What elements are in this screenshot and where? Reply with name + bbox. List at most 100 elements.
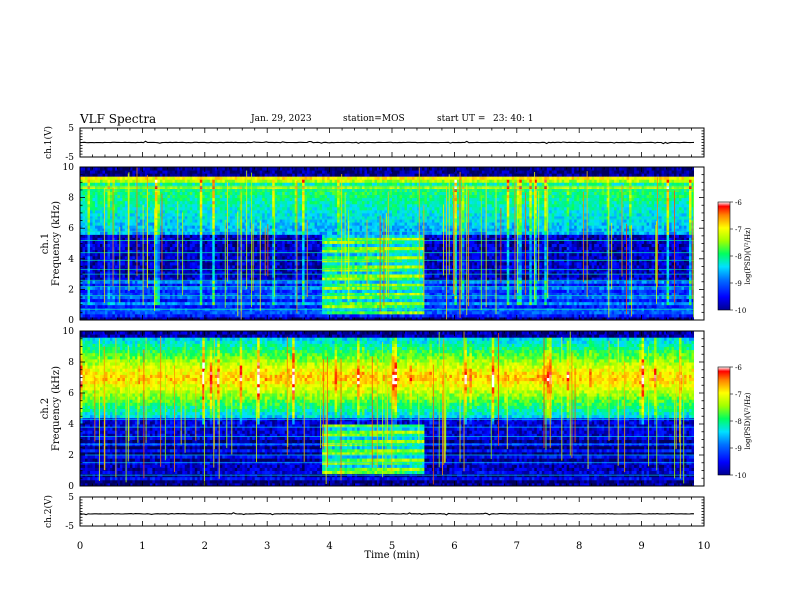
spectrogram-cell: [124, 298, 128, 303]
spectrogram-cell: [299, 298, 303, 303]
spectrogram-cell: [82, 197, 86, 202]
spectrogram-cell: [192, 243, 196, 248]
spectrogram-cell: [124, 313, 128, 318]
spectrogram-cell: [184, 197, 188, 202]
spectrogram-cell: [277, 261, 281, 266]
spectrogram-cell: [264, 252, 268, 257]
spectrogram-cell: [162, 231, 166, 235]
spectrogram-cell: [149, 301, 153, 306]
spectrogram-cell: [229, 289, 233, 293]
spectrogram-cell: [242, 295, 246, 300]
spectrogram-cell: [294, 304, 298, 309]
spectrogram-cell: [92, 316, 96, 320]
spectrogram-cell: [110, 289, 113, 293]
spectrogram-cell: [262, 173, 266, 177]
spectrogram-cell: [85, 243, 88, 248]
spectrogram-cell: [139, 231, 143, 235]
spectrogram-cell: [105, 271, 108, 275]
spectrogram-cell: [227, 176, 231, 180]
spectrogram-cell: [114, 255, 118, 260]
spectrogram-cell: [132, 286, 136, 290]
spectrogram-cell: [102, 304, 106, 309]
spectrogram-cell: [202, 271, 206, 275]
spectrogram-cell: [100, 176, 103, 180]
spectrogram-cell: [189, 216, 193, 220]
spectrogram-cell: [299, 304, 303, 309]
spectrogram-cell: [212, 173, 216, 177]
spectrogram-cell: [159, 222, 163, 226]
spectrogram-cell: [322, 231, 326, 235]
spectrogram-cell: [152, 277, 156, 281]
spectrogram-cell: [314, 304, 318, 309]
spectrogram-cell: [169, 216, 173, 220]
spectrogram-cell: [207, 237, 211, 241]
spectrogram-cell: [149, 292, 153, 297]
spectrogram-cell: [247, 167, 251, 171]
spectrogram-cell: [314, 261, 318, 266]
spectrogram-cell: [262, 271, 266, 275]
spectrogram-cell: [304, 237, 308, 241]
spectrogram-cell: [149, 228, 153, 232]
spectrogram-cell: [314, 170, 318, 174]
spectrogram-cell: [279, 280, 283, 284]
spectrogram-cell: [129, 197, 133, 202]
spectrogram-cell: [319, 167, 323, 171]
spectrogram-cell: [287, 292, 291, 297]
spectrogram-cell: [284, 286, 288, 290]
spectrogram-cell: [184, 173, 188, 177]
spectrogram-cell: [117, 252, 121, 257]
spectrogram-cell: [197, 234, 201, 238]
spectrogram-cell: [100, 179, 103, 183]
spectrogram-cell: [254, 316, 258, 320]
spectrogram-cell: [312, 228, 316, 232]
spectrogram-cell: [214, 243, 218, 248]
spectrogram-cell: [264, 209, 268, 214]
spectrogram-cell: [259, 313, 263, 318]
spectrogram-cell: [162, 219, 166, 223]
spectrogram-cell: [174, 173, 178, 177]
spectrogram-cell: [149, 212, 153, 217]
spectrogram-cell: [110, 191, 113, 196]
spectrogram-cell: [110, 216, 113, 220]
spectrogram-cell: [82, 310, 86, 315]
spectrogram-cell: [274, 292, 278, 297]
spectrogram-cell: [232, 206, 236, 211]
spectrogram-cell: [199, 219, 203, 223]
spectrogram-cell: [254, 286, 258, 290]
spectrogram-cell: [242, 167, 246, 171]
spectrogram-cell: [229, 280, 233, 284]
spectrogram-cell: [299, 301, 303, 306]
spectrogram-cell: [154, 225, 158, 229]
spectrogram-cell: [189, 228, 193, 232]
spectrogram-cell: [259, 310, 263, 315]
spectrogram-cell: [317, 301, 321, 306]
spectrogram-cell: [242, 277, 246, 281]
spectrogram-cell: [199, 212, 203, 217]
spectrogram-cell: [202, 240, 206, 244]
spectrogram-cell: [177, 173, 181, 177]
spectrogram-cell: [154, 255, 158, 260]
spectrogram-cell: [209, 197, 213, 202]
spectrogram-cell: [82, 271, 86, 275]
spectrogram-cell: [95, 228, 98, 232]
spectrogram-cell: [189, 261, 193, 266]
spectrogram-cell: [194, 310, 198, 315]
spectrogram-cell: [159, 292, 163, 297]
spectrogram-cell: [212, 301, 216, 306]
spectrogram-cell: [119, 231, 123, 235]
spectrogram-cell: [169, 249, 173, 254]
spectrogram-cell: [224, 316, 228, 320]
spectrogram-cell: [282, 176, 286, 180]
spectrogram-cell: [124, 212, 128, 217]
spectrogram-cell: [247, 203, 251, 208]
spectrogram-cell: [184, 271, 188, 275]
spectrogram-cell: [259, 191, 263, 196]
spectrogram-cell: [197, 197, 201, 202]
spectrogram-cell: [162, 222, 166, 226]
spectrogram-cell: [172, 167, 176, 171]
spectrogram-cell: [87, 304, 91, 309]
spectrogram-cell: [117, 231, 121, 235]
spectrogram-cell: [129, 252, 133, 257]
spectrogram-cell: [179, 255, 183, 260]
spectrogram-cell: [207, 167, 211, 171]
